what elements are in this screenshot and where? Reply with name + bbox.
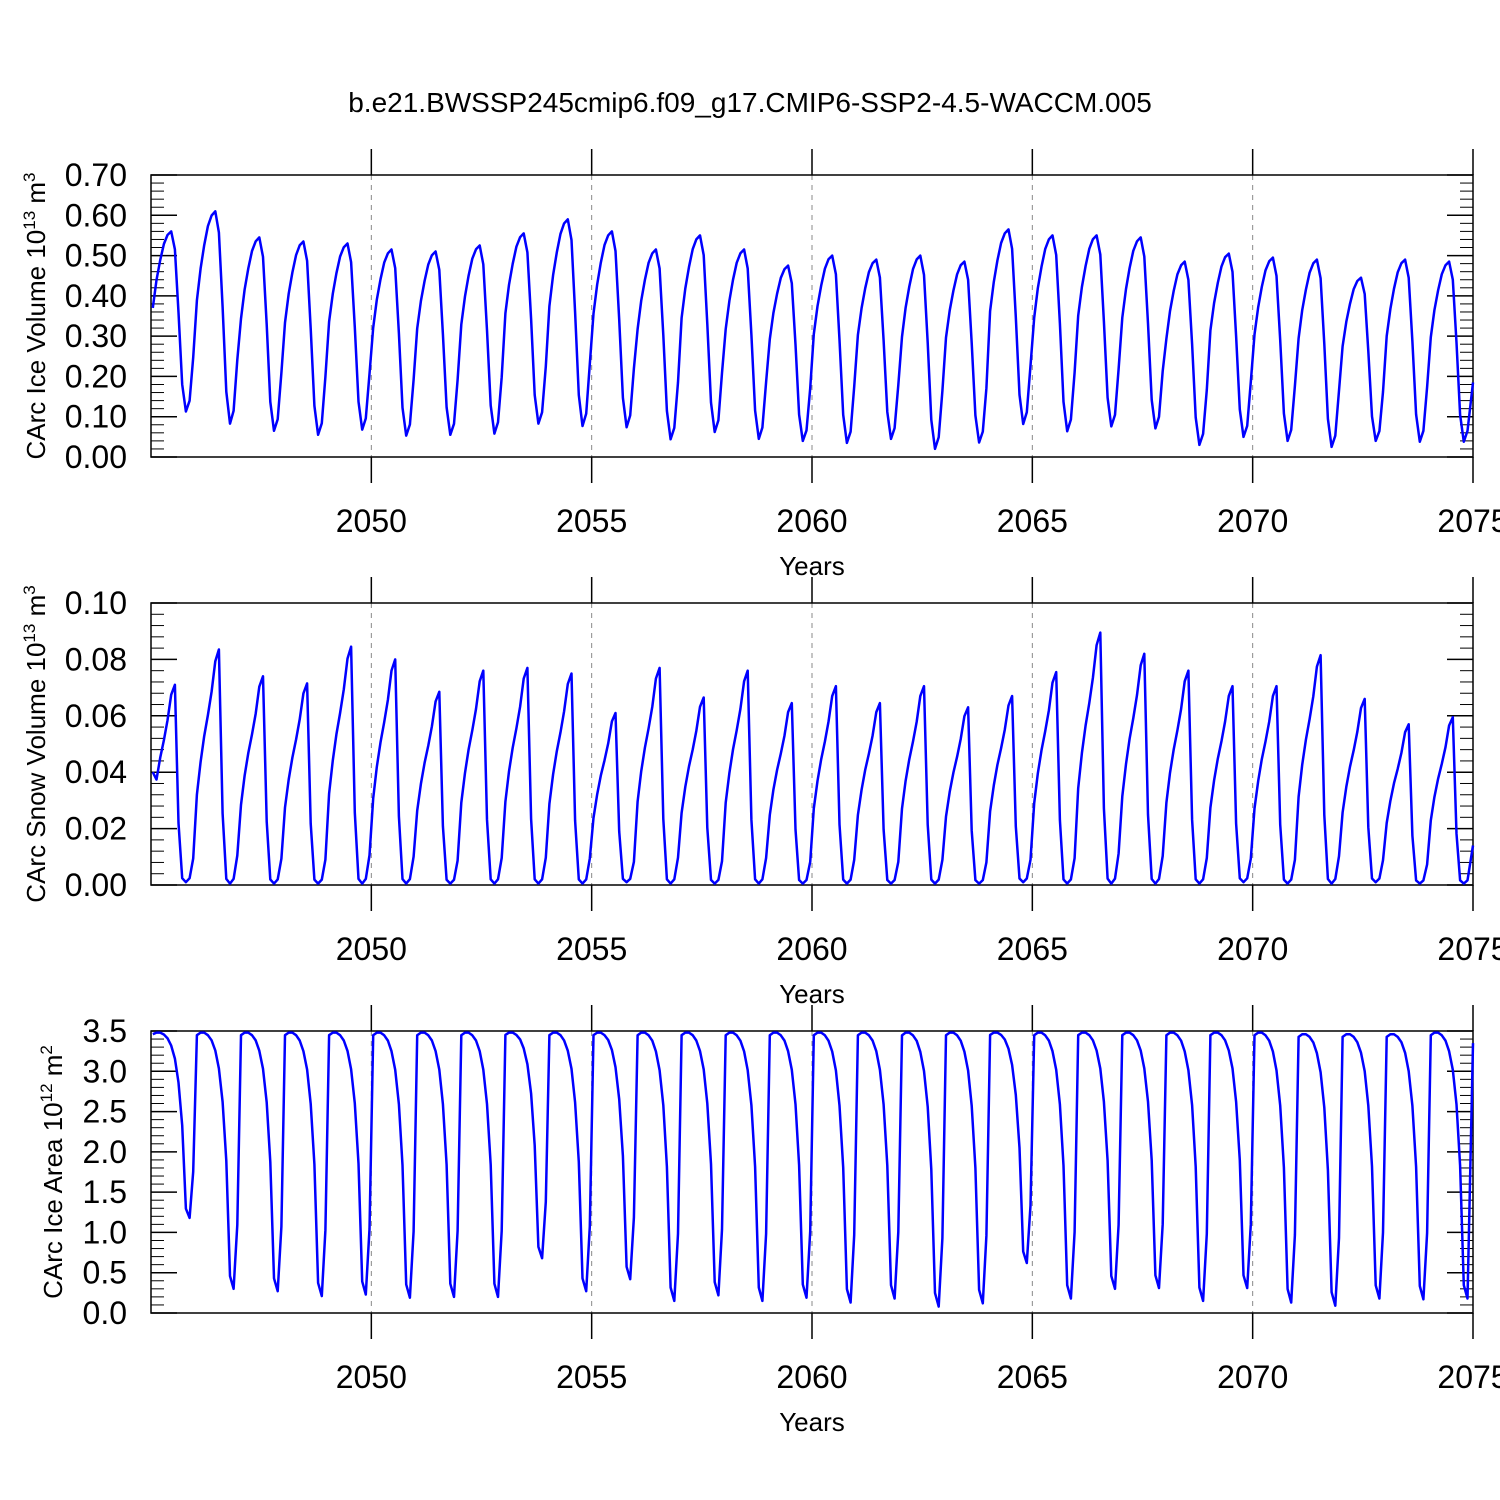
y-axis-title-exponent: 13 — [20, 211, 39, 230]
y-axis-title-exponent: 12 — [37, 1083, 56, 1102]
y-axis-title-unit-exponent: 3 — [20, 172, 39, 181]
y-axis-title-unit: m — [21, 182, 51, 211]
x-tick-label: 2070 — [1217, 1359, 1288, 1395]
panel-2: 0.00 0.02 0.04 0.06 0.08 0.10 2050 2055 2060 2065… — [20, 577, 1500, 1009]
y-tick-label: 3.5 — [83, 1013, 127, 1049]
y-tick-label: 1.0 — [83, 1214, 127, 1250]
y-tick-label: 0.50 — [65, 238, 127, 274]
y-axis-title-unit: m — [21, 595, 51, 624]
x-tick-label: 2060 — [776, 931, 847, 967]
x-tick-label: 2065 — [997, 1359, 1068, 1395]
y-axis-title: CArc Ice Volume 1013 m3 — [20, 172, 51, 459]
y-tick-label: 1.5 — [83, 1174, 127, 1210]
x-axis-title: Years — [779, 979, 845, 1009]
y-tick-label: 0.08 — [65, 641, 127, 677]
series-line — [152, 1031, 1475, 1308]
y-axis-title: CArc Snow Volume 1013 m3 — [20, 585, 51, 902]
panels: 0.00 0.10 0.20 0.30 0.40 0.50 0.60 0.70 2050 2055… — [20, 149, 1500, 1437]
y-axis-title-unit: m — [38, 1055, 68, 1084]
series-line — [151, 631, 1475, 885]
y-axis-title: CArc Ice Area 1012 m2 — [37, 1045, 68, 1299]
y-tick-label: 0.06 — [65, 698, 127, 734]
x-tick-label: 2055 — [556, 1359, 627, 1395]
y-tick-label: 0.30 — [65, 318, 127, 354]
y-tick-label: 0.10 — [65, 585, 127, 621]
y-tick-label: 0.60 — [65, 197, 127, 233]
x-tick-label: 2070 — [1217, 503, 1288, 539]
y-tick-label: 0.20 — [65, 358, 127, 394]
y-tick-label: 0.00 — [65, 867, 127, 903]
y-axis-title-main: CArc Ice Area 10 — [38, 1102, 68, 1299]
y-axis-title-main: CArc Ice Volume 10 — [21, 230, 51, 460]
panel-1: 0.00 0.10 0.20 0.30 0.40 0.50 0.60 0.70 2050 2055… — [20, 149, 1500, 581]
y-axis-title-exponent: 13 — [20, 624, 39, 643]
y-tick-label: 0.40 — [65, 278, 127, 314]
y-tick-label: 0.5 — [83, 1255, 127, 1291]
x-tick-label: 2060 — [776, 1359, 847, 1395]
y-axis-title-unit-exponent: 3 — [20, 585, 39, 594]
y-tick-label: 0.04 — [65, 754, 127, 790]
y-tick-label: 0.0 — [83, 1295, 127, 1331]
x-tick-label: 2050 — [336, 1359, 407, 1395]
y-axis-title-unit-exponent: 2 — [37, 1045, 56, 1054]
x-tick-label: 2060 — [776, 503, 847, 539]
x-tick-label: 2075 — [1437, 1359, 1500, 1395]
y-tick-label: 0.70 — [65, 157, 127, 193]
x-tick-label: 2055 — [556, 931, 627, 967]
x-tick-label: 2050 — [336, 503, 407, 539]
x-axis-title: Years — [779, 551, 845, 581]
y-tick-label: 2.0 — [83, 1134, 127, 1170]
y-tick-label: 3.0 — [83, 1053, 127, 1089]
x-tick-label: 2075 — [1437, 503, 1500, 539]
x-tick-label: 2065 — [997, 931, 1068, 967]
series-line — [151, 210, 1475, 451]
x-tick-label: 2065 — [997, 503, 1068, 539]
x-tick-label: 2050 — [336, 931, 407, 967]
y-axis-title-main: CArc Snow Volume 10 — [21, 643, 51, 903]
y-tick-label: 0.00 — [65, 439, 127, 475]
y-tick-label: 0.02 — [65, 811, 127, 847]
x-axis-title: Years — [779, 1407, 845, 1437]
x-tick-label: 2070 — [1217, 931, 1288, 967]
panel-3: 0.0 0.5 1.0 1.5 2.0 2.5 3.0 3.5 2050 2055 2060 2065… — [37, 1005, 1500, 1437]
x-tick-label: 2075 — [1437, 931, 1500, 967]
y-tick-label: 2.5 — [83, 1094, 127, 1130]
figure-title: b.e21.BWSSP245cmip6.f09_g17.CMIP6-SSP2-4… — [348, 87, 1152, 118]
x-tick-label: 2055 — [556, 503, 627, 539]
y-tick-label: 0.10 — [65, 399, 127, 435]
